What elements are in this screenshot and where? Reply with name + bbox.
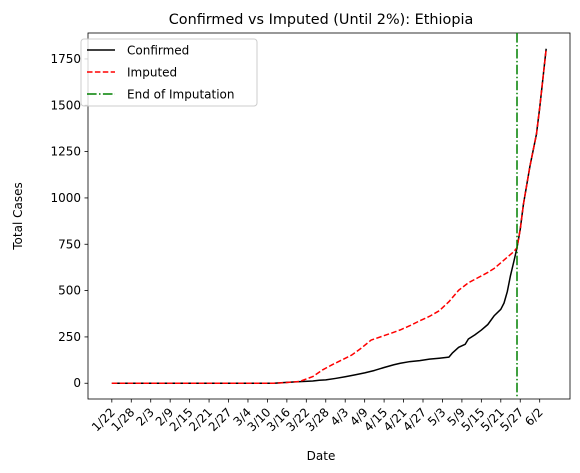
y-tick-label: 1000 xyxy=(50,191,81,205)
series-layer xyxy=(111,33,547,399)
y-tick-label: 750 xyxy=(58,237,81,251)
x-tick-label: 6/2 xyxy=(522,405,546,429)
y-tick-label: 500 xyxy=(58,284,81,298)
y-tick-label: 1500 xyxy=(50,98,81,112)
y-axis-label: Total Cases xyxy=(11,182,25,250)
y-tick-label: 1250 xyxy=(50,145,81,159)
legend-label: Confirmed xyxy=(127,44,189,58)
x-axis-label: Date xyxy=(307,449,336,463)
chart-title: Confirmed vs Imputed (Until 2%): Ethiopi… xyxy=(169,12,474,28)
legend-label: End of Imputation xyxy=(127,88,235,102)
y-tick-label: 1750 xyxy=(50,52,81,66)
legend-label: Imputed xyxy=(127,66,177,80)
legend: Confirmed Imputed End of Imputation xyxy=(80,38,258,107)
y-tick-label: 250 xyxy=(58,330,81,344)
series-line-imputed xyxy=(111,48,547,384)
y-tick-label: 0 xyxy=(73,376,81,390)
legend-box xyxy=(80,38,258,107)
series-line-confirmed xyxy=(111,48,547,384)
